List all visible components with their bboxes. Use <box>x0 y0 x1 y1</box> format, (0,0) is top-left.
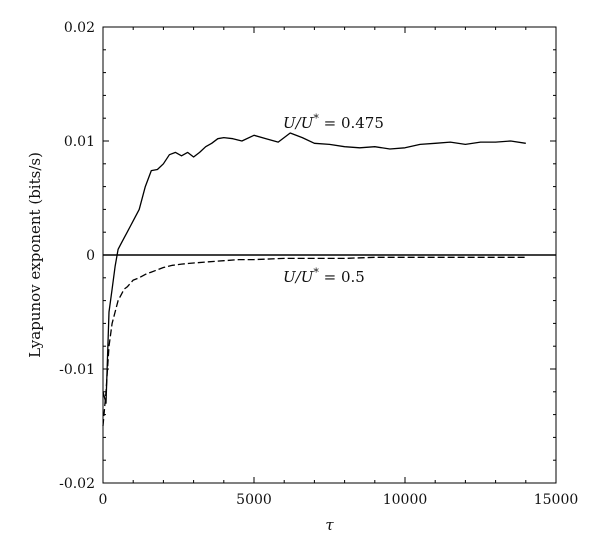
series-label-05-value: = 0.5 <box>319 268 365 286</box>
axis-tick-labels: 0 5000 10000 15000 -0.02 -0.01 0 0.01 0.02 <box>59 20 578 508</box>
y-tick-label-3: 0.01 <box>64 134 95 150</box>
series-label-0475: U/U* = 0.475 <box>283 112 384 133</box>
y-axis-title: Lyapunov exponent (bits/s) <box>26 152 44 358</box>
y-tick-label-1: -0.01 <box>59 362 95 378</box>
y-tick-label-2: 0 <box>86 248 95 264</box>
series-label-05-var: U/U* <box>283 266 319 287</box>
series-line-1 <box>102 256 526 427</box>
x-axis-title: τ <box>325 516 334 534</box>
x-tick-label-1: 5000 <box>236 492 272 508</box>
series-label-0475-var: U/U* <box>283 112 319 133</box>
series-layer <box>102 132 526 427</box>
x-tick-label-0: 0 <box>99 492 108 508</box>
axis-ticks <box>102 26 557 484</box>
x-tick-label-3: 15000 <box>534 492 579 508</box>
y-tick-label-4: 0.02 <box>64 20 95 36</box>
x-tick-label-2: 10000 <box>383 492 428 508</box>
superscript-star: * <box>313 112 319 125</box>
series-line-0 <box>102 132 526 404</box>
series-label-0475-value: = 0.475 <box>319 114 384 132</box>
superscript-star: * <box>313 266 319 279</box>
series-label-05: U/U* = 0.5 <box>283 266 365 287</box>
y-tick-label-0: -0.02 <box>59 476 95 492</box>
